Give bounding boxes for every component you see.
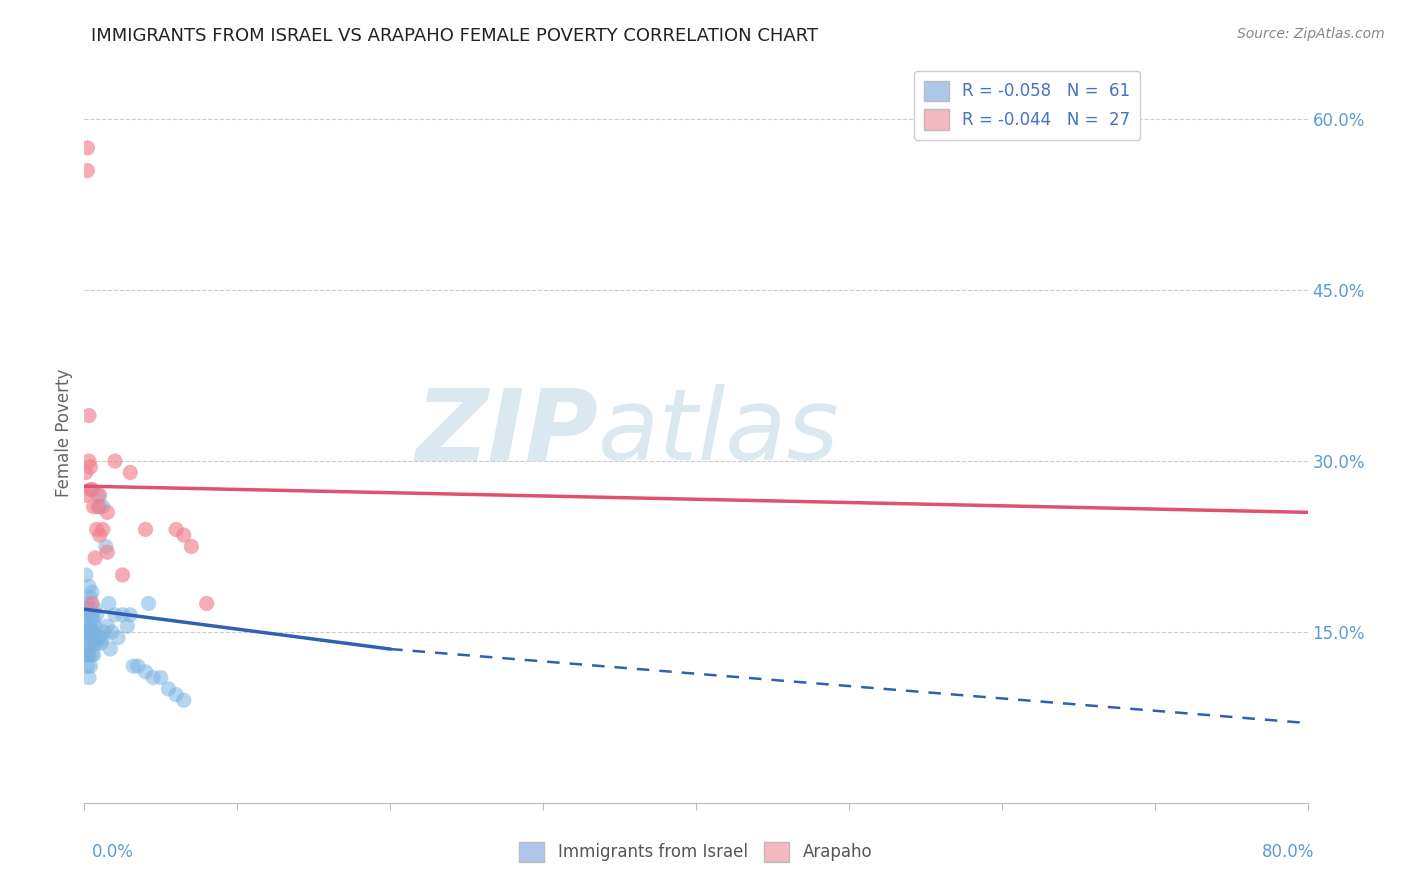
Point: [84, 636, 107, 650]
Point: [173, 693, 195, 707]
Point: [75, 636, 97, 650]
Text: Source: ZipAtlas.com: Source: ZipAtlas.com: [1237, 27, 1385, 41]
Point: [77, 624, 100, 639]
Point: [86, 523, 108, 537]
Point: [84, 550, 107, 565]
Point: [122, 659, 145, 673]
Point: [75, 568, 97, 582]
Point: [75, 614, 97, 628]
Point: [165, 523, 187, 537]
Point: [76, 624, 98, 639]
Point: [80, 597, 103, 611]
Point: [79, 659, 101, 673]
Point: [135, 665, 157, 679]
Point: [89, 631, 111, 645]
Point: [138, 597, 160, 611]
Point: [79, 591, 101, 605]
Text: ZIP: ZIP: [415, 384, 598, 481]
Point: [195, 597, 218, 611]
Point: [127, 659, 149, 673]
Point: [83, 614, 105, 628]
Point: [76, 614, 98, 628]
Point: [76, 141, 98, 155]
Point: [77, 671, 100, 685]
Point: [76, 597, 98, 611]
Text: atlas: atlas: [598, 384, 839, 481]
Point: [91, 500, 114, 514]
Point: [120, 466, 142, 480]
Point: [149, 671, 172, 685]
Point: [77, 602, 100, 616]
Point: [89, 500, 111, 514]
Point: [79, 636, 101, 650]
Point: [75, 488, 97, 502]
Point: [180, 540, 202, 554]
Point: [104, 607, 127, 622]
Point: [96, 619, 118, 633]
Point: [75, 602, 97, 616]
Point: [79, 607, 101, 622]
Point: [77, 409, 100, 423]
Point: [115, 619, 138, 633]
Point: [76, 648, 98, 662]
Point: [76, 163, 98, 178]
Text: 0.0%: 0.0%: [91, 843, 134, 861]
Point: [84, 602, 107, 616]
Point: [80, 624, 103, 639]
Y-axis label: Female Poverty: Female Poverty: [55, 368, 73, 497]
Point: [89, 528, 111, 542]
Point: [89, 488, 111, 502]
Point: [83, 648, 105, 662]
Point: [96, 545, 118, 559]
Point: [142, 671, 165, 685]
Point: [84, 619, 107, 633]
Point: [80, 585, 103, 599]
Point: [79, 483, 101, 497]
Point: [111, 568, 134, 582]
Point: [80, 648, 103, 662]
Point: [83, 500, 105, 514]
Point: [86, 636, 108, 650]
Point: [77, 579, 100, 593]
Point: [165, 688, 187, 702]
Point: [91, 631, 114, 645]
Text: 80.0%: 80.0%: [1263, 843, 1315, 861]
Point: [86, 607, 108, 622]
Point: [98, 642, 121, 657]
Point: [120, 607, 142, 622]
Point: [79, 459, 101, 474]
Point: [80, 483, 103, 497]
Legend: Immigrants from Israel, Arapaho: Immigrants from Israel, Arapaho: [513, 835, 879, 869]
Point: [157, 681, 180, 696]
Point: [77, 648, 100, 662]
Point: [80, 607, 103, 622]
Point: [104, 454, 127, 468]
Point: [96, 505, 118, 519]
Point: [75, 624, 97, 639]
Point: [93, 624, 115, 639]
Point: [83, 624, 105, 639]
Point: [91, 523, 114, 537]
Point: [79, 619, 101, 633]
Point: [101, 624, 124, 639]
Point: [87, 500, 110, 514]
Point: [76, 659, 98, 673]
Point: [77, 454, 100, 468]
Point: [97, 597, 120, 611]
Point: [76, 636, 98, 650]
Point: [111, 607, 134, 622]
Point: [87, 488, 110, 502]
Point: [75, 648, 97, 662]
Point: [75, 466, 97, 480]
Point: [135, 523, 157, 537]
Point: [173, 528, 195, 542]
Point: [107, 631, 129, 645]
Point: [94, 540, 117, 554]
Point: [87, 631, 110, 645]
Text: IMMIGRANTS FROM ISRAEL VS ARAPAHO FEMALE POVERTY CORRELATION CHART: IMMIGRANTS FROM ISRAEL VS ARAPAHO FEMALE…: [91, 27, 818, 45]
Point: [90, 636, 112, 650]
